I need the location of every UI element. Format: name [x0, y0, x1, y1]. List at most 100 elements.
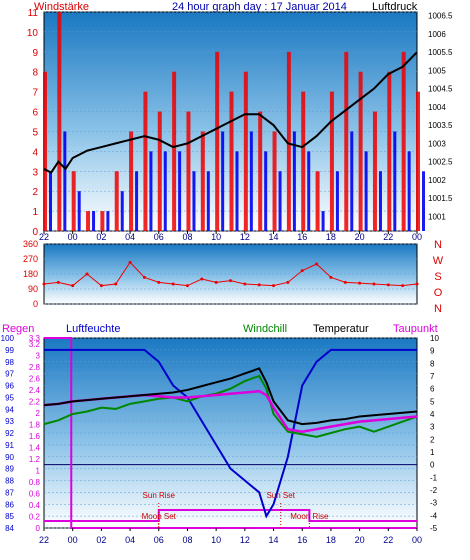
- direction-tick-label: 0: [33, 299, 38, 309]
- gust-bar: [157, 111, 162, 231]
- direction-point: [200, 277, 204, 281]
- temp-tick-label: 0: [430, 461, 435, 470]
- avg-wind-bar: [163, 151, 167, 231]
- wind-left-tick-label: 3: [32, 167, 38, 178]
- gust-bar: [200, 131, 205, 231]
- wind-left-tick-label: 5: [32, 127, 38, 138]
- direction-tick-label: 180: [23, 269, 38, 279]
- wind-left-tick-label: 9: [32, 48, 38, 59]
- temp-time-label: 18: [326, 535, 336, 545]
- direction-panel-bg: [43, 243, 418, 305]
- humidity-tick-label: 88: [5, 477, 14, 486]
- rain-tick-label: 1.2: [29, 455, 41, 464]
- rain-tick-label: 3.3: [29, 334, 41, 343]
- direction-tick-label: 270: [23, 254, 38, 264]
- humidity-tick-label: 95: [5, 393, 14, 402]
- direction-point: [114, 282, 118, 286]
- direction-point: [157, 280, 161, 284]
- gust-bar: [416, 91, 420, 232]
- avg-wind-bar: [149, 151, 153, 231]
- wind-left-tick-label: 11: [28, 8, 39, 19]
- wind-left-tick-label: 8: [32, 68, 38, 79]
- wind-time-label: 18: [326, 232, 336, 242]
- gust-bar: [358, 71, 363, 232]
- temp-time-label: 08: [182, 535, 192, 545]
- rain-tick-label: 1.6: [29, 432, 41, 441]
- pressure-tick-label: 1005.5: [428, 48, 453, 57]
- rain-tick-label: 0.4: [29, 501, 41, 510]
- wind-time-label: 02: [96, 232, 106, 242]
- humidity-tick-label: 92: [5, 429, 14, 438]
- gust-bar: [215, 51, 220, 232]
- compass-label: O: [434, 287, 443, 299]
- temp-time-label: 00: [412, 535, 422, 545]
- wind-left-tick-label: 6: [32, 108, 38, 119]
- wind-time-label: 22: [383, 232, 393, 242]
- avg-wind-bar: [106, 211, 110, 231]
- wind-time-label: 00: [412, 232, 422, 242]
- direction-point: [171, 282, 175, 286]
- direction-point: [415, 282, 419, 286]
- direction-tick-label: 90: [28, 284, 38, 294]
- pressure-tick-label: 1006: [428, 30, 446, 39]
- wind-time-label: 20: [355, 232, 365, 242]
- temp-time-label: 20: [355, 535, 365, 545]
- temp-tick-label: -1: [430, 473, 438, 482]
- temp-tick-label: 10: [430, 334, 439, 343]
- avg-wind-bar: [278, 171, 282, 231]
- humidity-tick-label: 97: [5, 370, 14, 379]
- pressure-tick-label: 1006.5: [428, 12, 453, 21]
- rain-tick-label: 0: [36, 524, 41, 533]
- direction-point: [128, 260, 132, 264]
- gust-bar: [229, 91, 234, 232]
- annotation-label: Moon Set: [142, 512, 177, 521]
- avg-wind-bar: [321, 211, 325, 231]
- direction-tick-label: 360: [23, 239, 38, 249]
- gust-bar: [43, 71, 47, 232]
- temp-tick-label: 7: [430, 372, 435, 381]
- humidity-tick-label: 93: [5, 417, 14, 426]
- direction-point: [185, 284, 189, 288]
- rain-tick-label: 0.2: [29, 512, 41, 521]
- gust-bar: [301, 91, 306, 232]
- direction-point: [229, 279, 232, 283]
- direction-point: [300, 269, 304, 273]
- direction-point: [99, 284, 103, 288]
- pressure-tick-label: 1003.5: [428, 121, 453, 130]
- pressure-tick-label: 1002: [428, 176, 446, 185]
- temp-tick-label: 6: [430, 385, 435, 394]
- temp-tick-label: 3: [430, 423, 435, 432]
- temp-time-label: 22: [383, 535, 393, 545]
- rain-tick-label: 2.2: [29, 397, 41, 406]
- wind-left-tick-label: 10: [27, 28, 39, 39]
- direction-point: [214, 280, 218, 284]
- direction-point: [358, 281, 362, 285]
- wind-time-label: 06: [154, 232, 164, 242]
- wind-left-tick-label: 2: [32, 187, 38, 198]
- rain-tick-label: 2: [36, 409, 41, 418]
- wind-time-label: 12: [240, 232, 250, 242]
- rain-tick-label: 2.4: [29, 386, 41, 395]
- pressure-tick-label: 1003: [428, 139, 446, 148]
- direction-point: [243, 282, 247, 286]
- wind-time-label: 00: [68, 232, 78, 242]
- avg-wind-bar: [178, 151, 182, 231]
- gust-bar: [243, 71, 248, 232]
- avg-wind-bar: [378, 171, 382, 231]
- humidity-tick-label: 96: [5, 382, 14, 391]
- avg-wind-bar: [120, 191, 124, 231]
- direction-point: [71, 284, 75, 288]
- gust-bar: [315, 171, 320, 231]
- avg-wind-bar: [335, 171, 339, 231]
- wind-time-label: 10: [211, 232, 221, 242]
- wind-time-label: 22: [39, 232, 49, 242]
- humidity-tick-label: 86: [5, 500, 14, 509]
- pressure-tick-label: 1002.5: [428, 158, 453, 167]
- pressure-tick-label: 1005: [428, 66, 446, 75]
- compass-label: N: [434, 303, 442, 315]
- gust-bar: [114, 171, 119, 231]
- direction-point: [401, 284, 405, 288]
- gust-bar: [401, 51, 406, 232]
- wind-left-tick-label: 4: [32, 147, 38, 158]
